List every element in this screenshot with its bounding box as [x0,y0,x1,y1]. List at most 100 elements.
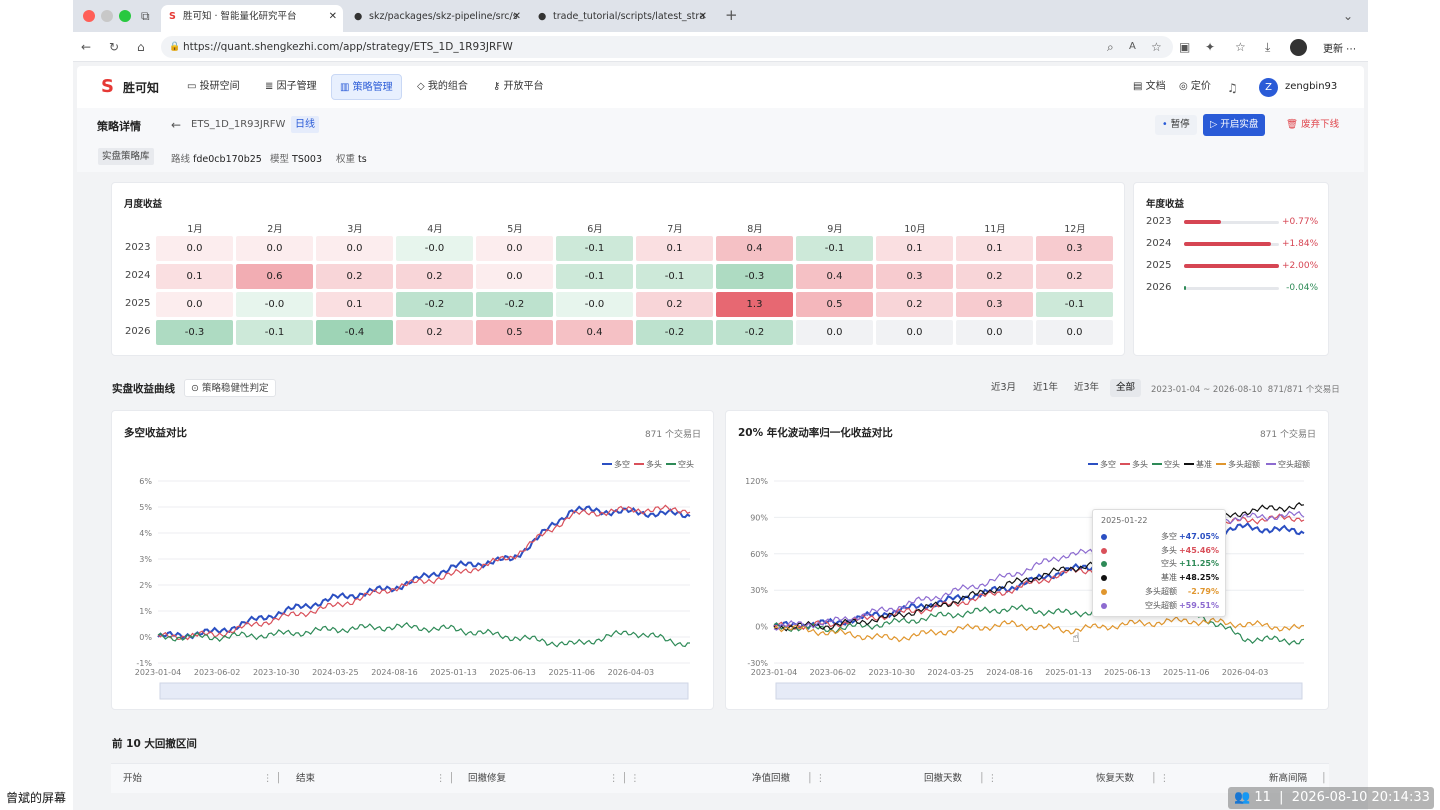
col-menu-icon[interactable]: │ ⋮ [807,773,826,784]
col-menu-icon[interactable]: ⋮ │ [436,773,455,784]
maximize-window-button[interactable] [119,10,131,22]
tooltip-value: +59.51% [1178,600,1219,610]
legend-label[interactable]: 多空 [614,459,630,469]
robust-button[interactable]: ⊙ 策略稳健性判定 [184,379,276,397]
y-tick-label: -30% [747,659,768,668]
tooltip-row: 空头超额 +59.51% [1101,599,1219,612]
col-repair[interactable]: 回撤修复 [468,773,507,784]
close-tab-icon[interactable]: ✕ [328,11,337,22]
period-days: 871/871 个交易日 [1267,385,1340,395]
col-menu-icon[interactable]: │ [1321,773,1327,784]
mouse-cursor-icon: ☝ [1072,631,1080,646]
range-1y[interactable]: 近1年 [1027,379,1064,397]
x-tick-label: 2023-06-02 [194,668,241,677]
heatmap-cell: 0.1 [956,236,1033,261]
drawdown-table-header: 开始 ⋮ │ 结束 ⋮ │ 回撤修复 ⋮ │ ⋮ 净值回撤 │ ⋮ 回撤天数 │… [111,763,1329,793]
col-start[interactable]: 开始 [123,773,143,784]
col-new-high[interactable]: 新高间隔 [1269,773,1308,784]
heatmap-cell: 0.5 [796,292,873,317]
abandon-button[interactable]: 🗑 废弃下线 [1279,115,1346,135]
pause-button[interactable]: • 暂停 [1155,115,1197,135]
month-header: 4月 [427,224,443,235]
new-tab-icon[interactable]: + [725,6,738,24]
lib-badge: 实盘策略库 [98,148,154,165]
col-menu-icon[interactable]: ⋮ │ [263,773,282,784]
legend-label[interactable]: 多头超额 [1228,459,1260,469]
legend-label[interactable]: 多头 [646,459,662,469]
back-icon[interactable]: ← [81,40,92,54]
read-aloud-icon[interactable]: A [1129,41,1136,52]
legend-label[interactable]: 空头超额 [1278,459,1310,469]
legend-label[interactable]: 多空 [1100,459,1116,469]
user-name[interactable]: zengbin93 [1285,81,1338,92]
tab-github-1[interactable]: ● skz/packages/skz-pipeline/src/s ✕ [347,5,527,32]
tab-list-icon[interactable]: ⌄ [1343,9,1354,23]
legend-label[interactable]: 空头 [1164,459,1180,469]
x-tick-label: 2024-03-25 [312,668,359,677]
tab-github-2[interactable]: ● trade_tutorial/scripts/latest_stra ✕ [531,5,713,32]
col-recovery-days[interactable]: 恢复天数 [1096,773,1135,784]
reload-icon[interactable]: ↻ [109,40,120,54]
pricing-link[interactable]: ◎ 定价 [1171,74,1219,100]
nav-factor[interactable]: ≣ 因子管理 [257,74,325,100]
user-avatar[interactable]: Z [1259,78,1278,97]
legend-label[interactable]: 空头 [678,459,694,469]
longshort-chart[interactable]: -1% 0% 1% 2% 3% 4% 5% 6% 2023-01-04 2023-06-02 202… [112,411,715,711]
y-tick-label: 60% [750,550,768,559]
home-icon[interactable]: ⌂ [137,40,145,54]
nav-strategy[interactable]: ▥ 策略管理 [331,74,402,100]
col-drawdown-days[interactable]: 回撤天数 [924,773,963,784]
normalized-chart[interactable]: -30%0%30%60%90%120%2023-01-04 2023-06-02 2… [726,411,1330,711]
heatmap-cell: 0.2 [876,292,953,317]
legend-dot-icon [1101,534,1107,540]
range-all[interactable]: 全部 [1110,379,1142,397]
favorites-icon[interactable]: ☆ [1235,40,1246,54]
heatmap-cell: 0.6 [236,264,313,289]
brand-favicon-icon: S [169,11,176,22]
close-tab-icon[interactable]: ✕ [512,11,521,22]
col-menu-icon[interactable]: │ ⋮ [1151,773,1170,784]
docs-link[interactable]: ▤ 文档 [1125,74,1174,100]
month-header: 6月 [587,224,603,235]
trash-icon: 🗑 [1286,119,1299,130]
zoom-icon[interactable]: ⌕ [1107,40,1114,54]
col-nav-drawdown[interactable]: 净值回撤 [752,773,791,784]
zoom-slider[interactable] [159,682,689,700]
legend-label[interactable]: 基准 [1196,459,1212,469]
tab-actions-icon[interactable]: ⧉ [141,9,150,23]
nav-open-platform[interactable]: ⚷ 开放平台 [485,74,552,100]
nav-research[interactable]: ▭ 投研空间 [179,74,248,100]
zoom-slider[interactable] [775,682,1303,700]
close-tab-icon[interactable]: ✕ [698,11,707,22]
month-header: 12月 [1064,224,1086,235]
legend-label[interactable]: 多头 [1132,459,1148,469]
tab-active[interactable]: S 胜可知 · 智能量化研究平台 ✕ [161,5,343,32]
col-end[interactable]: 结束 [296,773,316,784]
year-label: 2024 [125,270,151,281]
url-field[interactable]: 🔒 https://quant.shengkezhi.com/app/strat… [161,36,1173,58]
annual-title: 年度收益 [1146,199,1185,210]
bell-icon[interactable]: ♫ [1227,81,1238,95]
screenshot-icon[interactable]: ▣ [1179,40,1191,54]
nav-portfolio[interactable]: ◇ 我的组合 [409,74,476,100]
range-3m[interactable]: 近3月 [985,379,1022,397]
range-3y[interactable]: 近3年 [1068,379,1105,397]
heatmap-cell: 0.2 [396,320,473,345]
favorite-star-icon[interactable]: ☆ [1151,40,1162,54]
col-menu-icon[interactable]: ⋮ │ ⋮ [609,773,640,784]
y-tick-label: 120% [745,477,768,486]
heatmap-cell: 0.1 [876,236,953,261]
y-tick-label: 1% [139,607,152,616]
col-menu-icon[interactable]: │ ⋮ [979,773,998,784]
minimize-window-button[interactable] [101,10,113,22]
extensions-icon[interactable]: ✦ [1205,40,1216,54]
update-button[interactable]: 更新 ⋯ [1323,44,1357,55]
heatmap-cell: -0.3 [156,320,233,345]
heatmap-cell: -0.2 [716,320,793,345]
start-live-button[interactable]: ▷ 开启实盘 [1203,114,1266,136]
annual-year: 2025 [1146,260,1172,271]
downloads-icon[interactable]: ⤓ [1265,40,1271,54]
back-arrow-icon[interactable]: ← [171,118,182,132]
profile-avatar[interactable] [1290,39,1307,56]
close-window-button[interactable] [83,10,95,22]
